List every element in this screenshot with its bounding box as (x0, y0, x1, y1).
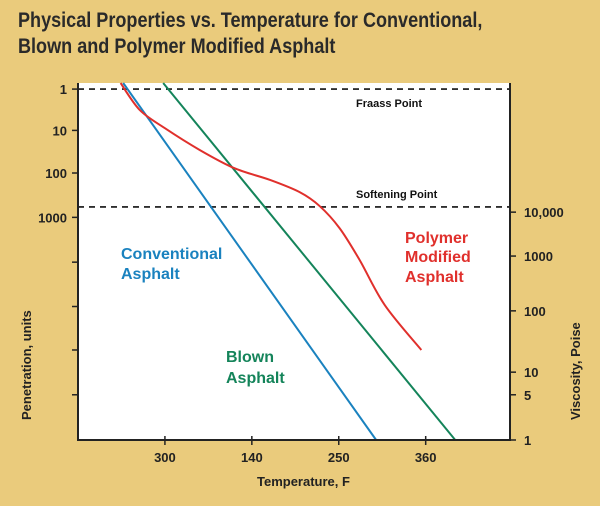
polymer-label-line1: Polymer (405, 230, 468, 247)
y-right-tick-label: 10 (524, 365, 538, 380)
y-axis-left-label: Penetration, units (19, 310, 34, 420)
y-left-tick-label: 1000 (38, 210, 67, 225)
x-tick-label: 250 (328, 450, 350, 465)
series-line (119, 82, 423, 351)
axes-frame (77, 83, 511, 441)
reference-line-label: Softening Point (356, 189, 438, 201)
y-right-tick-label: 100 (524, 304, 546, 319)
x-tick-label: 360 (415, 450, 437, 465)
y-left-tick-label: 100 (45, 166, 67, 181)
polymer-label-line3: Asphalt (405, 269, 464, 286)
blown-label-line1: Blown (226, 349, 274, 366)
y-right-tick-label: 1000 (524, 249, 553, 264)
x-axis-label: Temperature, F (257, 474, 350, 489)
blown-label-line2: Asphalt (226, 370, 285, 387)
y-right-tick-label: 10,000 (524, 205, 564, 220)
y-right-tick-label: 5 (524, 388, 531, 403)
chart-title: Physical Properties vs. Temperature for … (18, 8, 482, 60)
reference-line-label: Fraass Point (356, 98, 422, 110)
y-right-tick-label: 1 (524, 433, 531, 448)
x-tick-label: 300 (154, 450, 176, 465)
chart-title-line2: Blown and Polymer Modified Asphalt (18, 35, 336, 58)
conventional-label-line1: Conventional (121, 246, 222, 263)
y-axis-right-label: Viscosity, Poise (568, 322, 583, 420)
series-line (162, 82, 457, 441)
y-left-tick-label: 10 (53, 123, 67, 138)
x-tick-label: 140 (241, 450, 263, 465)
chart-title-line1: Physical Properties vs. Temperature for … (18, 9, 483, 32)
y-left-tick-label: 1 (60, 82, 67, 97)
polymer-label-line2: Modified (405, 249, 471, 266)
conventional-label-line2: Asphalt (121, 266, 180, 283)
plot-area (78, 83, 510, 440)
series-line (122, 82, 377, 441)
